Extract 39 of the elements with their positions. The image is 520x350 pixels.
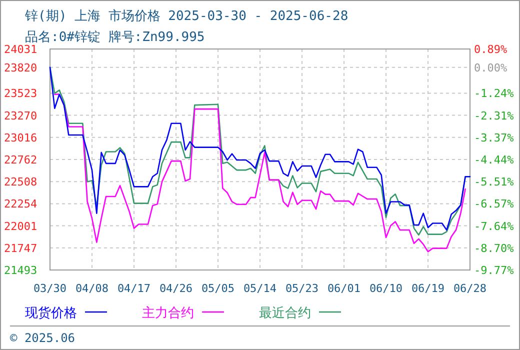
y2-tick-label: 0.89%: [474, 43, 508, 56]
legend-label: 现货价格: [25, 306, 77, 321]
y-tick-label: 24031: [4, 43, 38, 56]
x-tick-label: 05/14: [243, 282, 277, 295]
y-tick-label: 22508: [4, 176, 38, 189]
y2-tick-label: -7.64%: [474, 220, 514, 233]
x-tick-label: 04/26: [159, 282, 193, 295]
legend-label: 最近合约: [259, 306, 311, 321]
y2-tick-label: -9.77%: [474, 264, 514, 277]
y-tick-label: 22762: [4, 154, 38, 166]
x-tick-label: 06/28: [453, 282, 487, 295]
y-tick-label: 23016: [4, 131, 38, 144]
y-tick-label: 21493: [4, 264, 38, 277]
x-tick-label: 06/10: [369, 282, 403, 295]
x-tick-label: 05/05: [201, 282, 235, 295]
y-tick-label: 23820: [4, 61, 38, 74]
y2-tick-label: -8.70%: [474, 242, 514, 255]
y2-tick-label: -4.44%: [474, 154, 514, 166]
y2-tick-label: -6.57%: [474, 198, 514, 211]
text: © 2025.06: [10, 331, 76, 345]
y2-tick-label: 0.00%: [474, 61, 508, 74]
y-tick-label: 22001: [4, 220, 38, 233]
x-tick-label: 03/30: [33, 282, 67, 295]
y-tick-label: 23270: [4, 109, 38, 122]
y2-tick-label: -2.31%: [474, 109, 514, 122]
legend-label: 主力合约: [142, 305, 194, 321]
y-tick-label: 22254: [4, 198, 38, 211]
x-tick-label: 04/17: [117, 282, 151, 295]
y2-tick-label: -3.37%: [474, 131, 514, 144]
y2-tick-label: -5.51%: [474, 176, 514, 189]
chart-subtitle: 品名:0#锌锭 牌号:Zn99.995: [25, 30, 205, 45]
y-tick-label: 23523: [4, 87, 38, 100]
x-tick-label: 05/23: [285, 282, 319, 295]
chart-title: 锌(期) 上海 市场价格 2025-03-30 - 2025-06-28: [24, 9, 348, 24]
y2-tick-label: -1.24%: [474, 87, 514, 100]
x-tick-label: 04/08: [75, 282, 109, 295]
x-tick-label: 06/19: [411, 282, 445, 295]
x-tick-label: 06/01: [327, 282, 361, 295]
y-tick-label: 21747: [4, 242, 38, 255]
